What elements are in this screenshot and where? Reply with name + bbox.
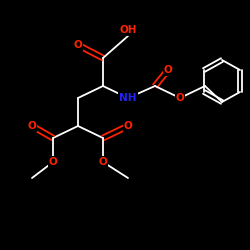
- Text: O: O: [124, 121, 132, 131]
- Text: O: O: [28, 121, 36, 131]
- Text: O: O: [98, 157, 108, 167]
- Text: O: O: [74, 40, 82, 50]
- Text: O: O: [176, 93, 184, 103]
- Text: O: O: [48, 157, 58, 167]
- Text: OH: OH: [119, 25, 137, 35]
- Text: NH: NH: [119, 93, 137, 103]
- Text: O: O: [164, 65, 172, 75]
